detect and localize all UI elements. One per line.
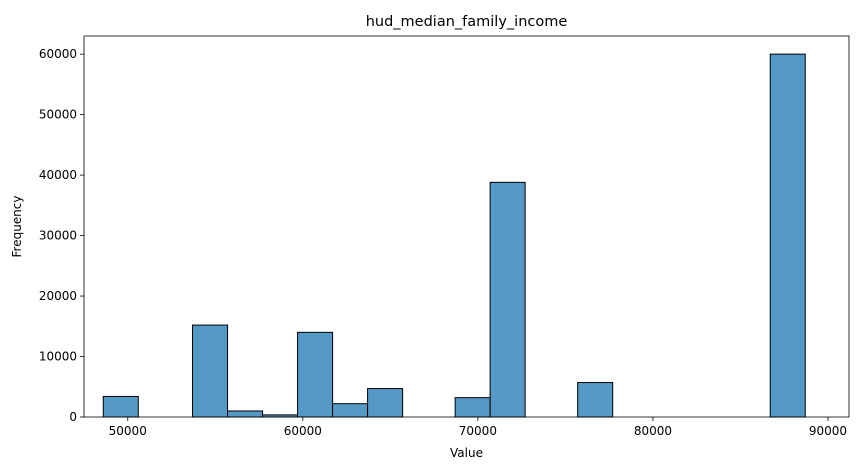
plot-frame xyxy=(83,35,850,418)
histogram-bar-5 xyxy=(332,403,369,418)
bars-group xyxy=(102,53,806,418)
y-tick-label-3: 30000 xyxy=(39,229,77,243)
x-tick-label-3: 80000 xyxy=(634,424,672,438)
x-axis-title: Value xyxy=(450,446,483,460)
y-tick-label-4: 40000 xyxy=(39,168,77,182)
y-tick-label-6: 60000 xyxy=(39,47,77,61)
x-axis-ticks: 50000 60000 70000 80000 90000 xyxy=(109,417,847,438)
y-tick-label-1: 10000 xyxy=(39,350,77,364)
histogram-bar-10 xyxy=(769,53,806,418)
histogram-bar-2 xyxy=(227,410,264,418)
histogram-bar-8 xyxy=(489,181,526,418)
histogram-bar-7 xyxy=(454,397,491,418)
x-tick-label-4: 90000 xyxy=(809,424,847,438)
y-axis-title: Frequency xyxy=(10,196,24,258)
y-tick-label-2: 20000 xyxy=(39,289,77,303)
y-axis-ticks: 0 10000 20000 30000 40000 50000 60000 xyxy=(39,47,84,424)
x-tick-label-1: 60000 xyxy=(284,424,322,438)
x-tick-label-0: 50000 xyxy=(109,424,147,438)
y-tick-label-5: 50000 xyxy=(39,108,77,122)
histogram-bar-0 xyxy=(102,395,139,418)
chart-title: hud_median_family_income xyxy=(366,14,568,30)
x-tick-label-2: 70000 xyxy=(459,424,497,438)
histogram-bar-6 xyxy=(367,388,404,418)
histogram-bar-4 xyxy=(297,331,334,418)
histogram-bar-9 xyxy=(577,382,614,418)
y-tick-label-0: 0 xyxy=(69,410,77,424)
histogram-bar-1 xyxy=(192,324,229,418)
